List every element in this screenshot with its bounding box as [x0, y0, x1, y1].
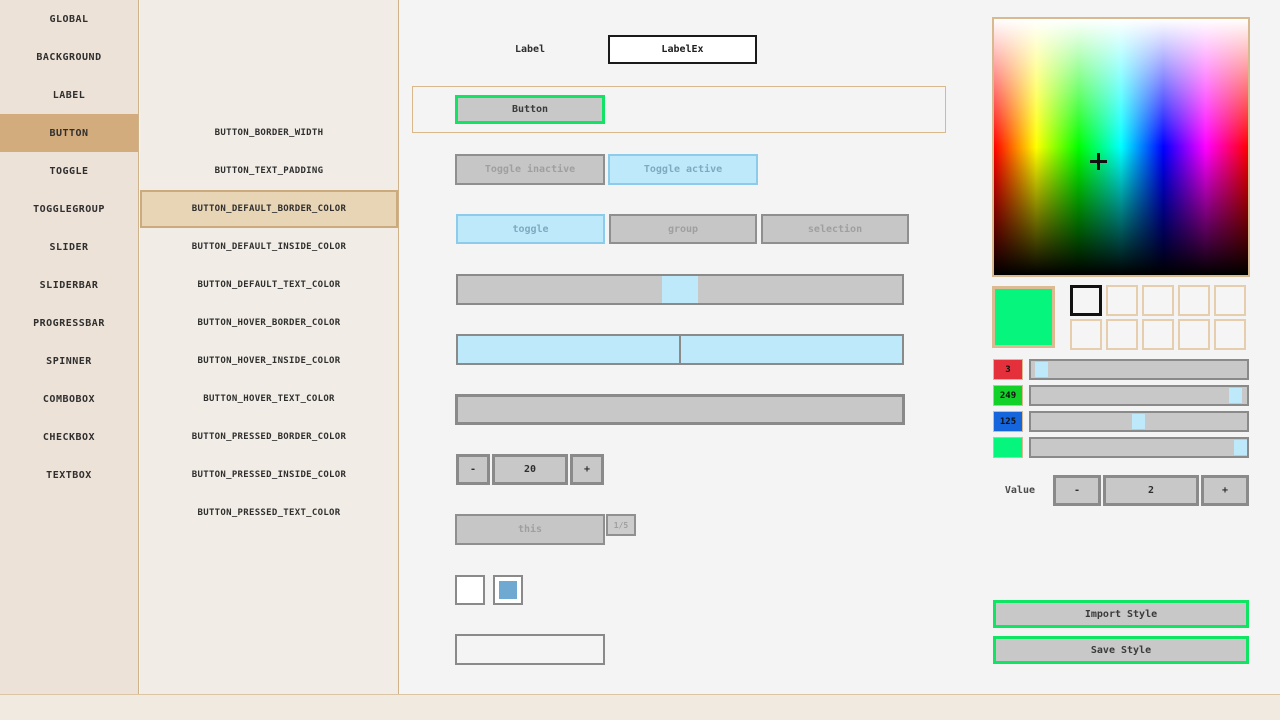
- preview-checkbox-checked[interactable]: [493, 575, 523, 605]
- property-item-default-border-color[interactable]: BUTTON_DEFAULT_BORDER_COLOR: [140, 190, 398, 228]
- sidebar-item-button[interactable]: BUTTON: [0, 114, 138, 152]
- sidebar-item-textbox[interactable]: TEXTBOX: [46, 469, 92, 481]
- saved-swatch-4[interactable]: [1178, 285, 1210, 316]
- value-plus-button[interactable]: +: [1201, 475, 1249, 506]
- checkbox-checkmark: [499, 581, 517, 599]
- saved-swatch-6[interactable]: [1070, 319, 1102, 350]
- sidebar-item-label[interactable]: LABEL: [52, 89, 86, 101]
- spinner-plus-button[interactable]: +: [570, 454, 604, 485]
- preview-togglegroup-group[interactable]: group: [609, 214, 757, 244]
- property-item-hover-border-color[interactable]: BUTTON_HOVER_BORDER_COLOR: [197, 318, 341, 328]
- property-item-default-inside-color[interactable]: BUTTON_DEFAULT_INSIDE_COLOR: [191, 242, 347, 252]
- property-item-pressed-text-color[interactable]: BUTTON_PRESSED_TEXT_COLOR: [197, 508, 341, 518]
- preview-label-caption: Label: [514, 44, 546, 55]
- spinner-value: 20: [492, 454, 568, 485]
- preview-label-example: LabelEx: [608, 35, 757, 64]
- property-item-hover-inside-color[interactable]: BUTTON_HOVER_INSIDE_COLOR: [197, 356, 341, 366]
- green-channel-thumb[interactable]: [1229, 388, 1243, 403]
- saved-swatch-9[interactable]: [1178, 319, 1210, 350]
- color-picker-gradient[interactable]: [992, 17, 1250, 277]
- preview-button[interactable]: Button: [455, 95, 605, 124]
- alpha-channel-badge: [993, 437, 1023, 458]
- slider-thumb[interactable]: [662, 276, 698, 303]
- saved-swatch-5[interactable]: [1214, 285, 1246, 316]
- preview-combobox[interactable]: this: [455, 514, 605, 545]
- property-list-panel: BUTTON_BORDER_WIDTH BUTTON_TEXT_PADDING …: [140, 0, 399, 694]
- footer-bar: [0, 694, 1280, 720]
- property-item-hover-text-color[interactable]: BUTTON_HOVER_TEXT_COLOR: [203, 394, 335, 404]
- saved-swatch-3[interactable]: [1142, 285, 1174, 316]
- component-sidebar: GLOBAL BACKGROUND LABEL BUTTON TOGGLE TO…: [0, 0, 139, 694]
- sidebar-item-slider[interactable]: SLIDER: [49, 241, 89, 253]
- blue-channel-slider[interactable]: [1029, 411, 1249, 432]
- sidebar-item-progressbar[interactable]: PROGRESSBAR: [33, 317, 105, 329]
- property-item-border-width[interactable]: BUTTON_BORDER_WIDTH: [214, 128, 324, 138]
- alpha-channel-thumb[interactable]: [1234, 440, 1247, 455]
- value-label: Value: [1004, 485, 1035, 496]
- green-channel-slider[interactable]: [1029, 385, 1249, 406]
- alpha-channel-slider[interactable]: [1029, 437, 1249, 458]
- saved-swatch-2[interactable]: [1106, 285, 1138, 316]
- sidebar-item-toggle[interactable]: TOGGLE: [49, 165, 89, 177]
- property-item-default-text-color[interactable]: BUTTON_DEFAULT_TEXT_COLOR: [197, 280, 341, 290]
- sidebar-item-spinner[interactable]: SPINNER: [46, 355, 92, 367]
- property-item-pressed-inside-color[interactable]: BUTTON_PRESSED_INSIDE_COLOR: [191, 470, 347, 480]
- sidebar-item-sliderbar[interactable]: SLIDERBAR: [39, 279, 99, 291]
- preview-checkbox-unchecked[interactable]: [455, 575, 485, 605]
- red-channel-badge: 3: [993, 359, 1023, 380]
- selected-widget-highlight: [412, 86, 946, 133]
- combobox-counter: 1/5: [606, 514, 636, 536]
- color-picker-cursor[interactable]: [1090, 153, 1108, 171]
- save-style-button[interactable]: Save Style: [993, 636, 1249, 664]
- sidebar-item-background[interactable]: BACKGROUND: [36, 51, 102, 63]
- saved-swatch-10[interactable]: [1214, 319, 1246, 350]
- preview-textbox[interactable]: [455, 634, 605, 665]
- red-channel-thumb[interactable]: [1035, 362, 1049, 377]
- value-spinner-value: 2: [1103, 475, 1199, 506]
- blue-channel-badge: 125: [993, 411, 1023, 432]
- preview-toggle-active[interactable]: Toggle active: [608, 154, 758, 185]
- saved-swatch-1[interactable]: [1070, 285, 1102, 316]
- preview-togglegroup-selection[interactable]: selection: [761, 214, 909, 244]
- property-item-pressed-border-color[interactable]: BUTTON_PRESSED_BORDER_COLOR: [191, 432, 347, 442]
- saved-swatch-7[interactable]: [1106, 319, 1138, 350]
- property-list: BUTTON_BORDER_WIDTH BUTTON_TEXT_PADDING …: [140, 114, 398, 532]
- preview-toggle-inactive[interactable]: Toggle inactive: [455, 154, 605, 185]
- property-item-text-padding[interactable]: BUTTON_TEXT_PADDING: [214, 166, 324, 176]
- preview-slider[interactable]: [456, 274, 904, 305]
- preview-progressbar: [455, 394, 905, 425]
- spinner-minus-button[interactable]: -: [456, 454, 490, 485]
- current-color-swatch: [992, 286, 1055, 348]
- preview-sliderbar[interactable]: [456, 334, 904, 365]
- red-channel-slider[interactable]: [1029, 359, 1249, 380]
- preview-togglegroup-toggle[interactable]: toggle: [456, 214, 605, 244]
- import-style-button[interactable]: Import Style: [993, 600, 1249, 628]
- sidebar-item-checkbox[interactable]: CHECKBOX: [42, 431, 96, 443]
- value-minus-button[interactable]: -: [1053, 475, 1101, 506]
- blue-channel-thumb[interactable]: [1131, 414, 1145, 429]
- sidebar-item-togglegroup[interactable]: TOGGLEGROUP: [33, 203, 105, 215]
- sliderbar-divider: [679, 336, 681, 363]
- green-channel-badge: 249: [993, 385, 1023, 406]
- sidebar-item-global[interactable]: GLOBAL: [49, 13, 89, 25]
- sidebar-item-combobox[interactable]: COMBOBOX: [42, 393, 96, 405]
- saved-swatch-8[interactable]: [1142, 319, 1174, 350]
